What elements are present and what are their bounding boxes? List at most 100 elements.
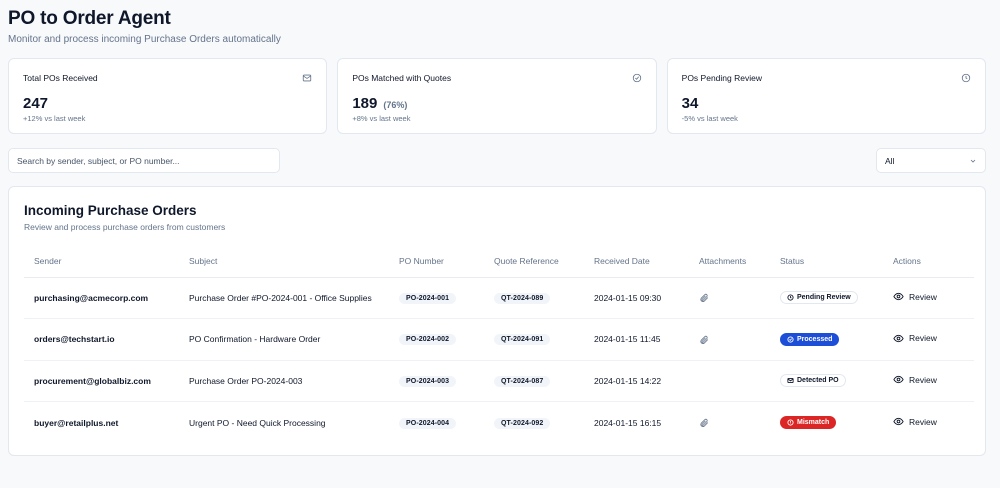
attachments-cell — [689, 402, 770, 444]
clock-icon — [787, 294, 794, 301]
paperclip-icon[interactable] — [699, 418, 709, 428]
po-number-chip: PO-2024-004 — [399, 417, 457, 429]
subject-cell: Purchase Order #PO-2024-001 - Office Sup… — [179, 277, 389, 319]
quote-reference-cell: QT-2024-089 — [484, 277, 584, 319]
clock-icon — [961, 73, 971, 83]
review-button[interactable]: Review — [893, 374, 937, 385]
status-label: Mismatch — [797, 419, 830, 426]
panel-subtitle: Review and process purchase orders from … — [24, 222, 226, 232]
status-cell: Detected PO — [770, 360, 883, 402]
panel-title: Incoming Purchase Orders — [24, 203, 197, 218]
status-label: Pending Review — [797, 294, 851, 302]
page-title: PO to Order Agent — [8, 8, 171, 29]
subject-cell: Urgent PO - Need Quick Processing — [189, 417, 326, 428]
status-filter-select[interactable]: All — [876, 148, 986, 173]
check-circle-icon — [787, 336, 794, 343]
column-header-subject: Subject — [179, 245, 389, 278]
eye-icon — [893, 334, 904, 342]
status-badge: Pending Review — [780, 291, 858, 305]
stat-trend: +8% vs last week — [352, 114, 411, 123]
purchase-orders-panel: Incoming Purchase Orders Review and proc… — [8, 186, 986, 456]
sender-cell: buyer@retailplus.net — [34, 417, 119, 428]
column-header-attachments: Attachments — [689, 245, 770, 278]
status-label: Detected PO — [797, 377, 839, 385]
stat-label: POs Matched with Quotes — [352, 73, 452, 83]
eye-icon — [893, 293, 904, 301]
column-header-actions: Actions — [883, 245, 974, 278]
review-label: Review — [909, 333, 937, 344]
po-number-chip: PO-2024-001 — [399, 292, 457, 304]
search-input[interactable] — [8, 148, 280, 173]
status-badge: Detected PO — [780, 374, 846, 388]
column-header-received-date: Received Date — [584, 245, 689, 278]
purchase-orders-table: Sender Subject PO Number Quote Reference… — [24, 245, 974, 443]
stat-card-pending: POs Pending Review 34 -5% vs last week — [666, 58, 986, 134]
attachments-cell — [689, 277, 770, 319]
eye-icon — [893, 376, 904, 384]
sender-cell: procurement@globalbiz.com — [24, 360, 179, 402]
quote-reference-chip: QT-2024-091 — [494, 334, 551, 346]
actions-cell: Review — [883, 277, 974, 319]
column-header-quote-reference: Quote Reference — [484, 245, 584, 278]
status-cell: Mismatch — [770, 402, 883, 444]
table-header-row: Sender Subject PO Number Quote Reference… — [24, 245, 974, 278]
paperclip-icon[interactable] — [699, 335, 709, 345]
po-number-cell: PO-2024-004 — [389, 402, 484, 444]
review-button[interactable]: Review — [893, 291, 937, 302]
actions-cell: Review — [883, 402, 974, 444]
status-cell: Pending Review — [770, 277, 883, 319]
po-number-chip: PO-2024-003 — [399, 375, 457, 387]
review-label: Review — [909, 291, 937, 302]
stat-card-total: Total POs Received 247 +12% vs last week — [8, 58, 328, 134]
eye-icon — [893, 417, 904, 426]
stat-card-matched: POs Matched with Quotes 189 (76%) +8% vs… — [337, 58, 657, 134]
received-date-cell: 2024-01-15 11:45 — [584, 318, 689, 361]
status-badge: Mismatch — [780, 416, 837, 429]
table-row: procurement@globalbiz.com Purchase Order… — [24, 360, 974, 402]
status-badge: Processed — [780, 332, 840, 346]
quote-reference-chip: QT-2024-087 — [494, 375, 551, 387]
table-row: purchasing@acmecorp.com Purchase Order #… — [24, 277, 974, 319]
page-subtitle: Monitor and process incoming Purchase Or… — [8, 34, 281, 45]
page-header: PO to Order Agent Monitor and process in… — [8, 8, 281, 45]
review-label: Review — [909, 416, 937, 427]
po-number-cell: PO-2024-003 — [389, 360, 484, 402]
stat-trend: -5% vs last week — [681, 114, 738, 123]
received-date-cell: 2024-01-15 14:22 — [584, 360, 689, 402]
review-button[interactable]: Review — [893, 416, 937, 427]
subject-cell: Purchase Order PO-2024-003 — [179, 360, 389, 402]
received-date-cell: 2024-01-15 16:15 — [594, 417, 662, 428]
status-label: Processed — [797, 335, 833, 343]
alert-circle-icon — [787, 419, 794, 426]
quote-reference-chip: QT-2024-089 — [494, 292, 551, 304]
actions-cell: Review — [883, 318, 974, 361]
column-header-sender: Sender — [24, 245, 179, 278]
status-cell: Processed — [770, 318, 883, 361]
subject-cell: PO Confirmation - Hardware Order — [179, 318, 389, 361]
po-number-cell: PO-2024-001 — [389, 277, 484, 319]
po-number-chip: PO-2024-002 — [399, 334, 457, 346]
received-date-cell: 2024-01-15 09:30 — [584, 277, 689, 319]
column-header-po-number: PO Number — [389, 245, 484, 278]
attachments-cell — [689, 318, 770, 361]
stat-trend: +12% vs last week — [23, 114, 86, 123]
quote-reference-cell: QT-2024-091 — [484, 318, 584, 361]
sender-cell: orders@techstart.io — [24, 318, 179, 361]
actions-cell: Review — [883, 360, 974, 402]
stat-value: 189 — [352, 95, 378, 112]
stat-label: POs Pending Review — [681, 73, 762, 83]
stat-value: 247 — [23, 95, 49, 112]
table-row: orders@techstart.io PO Confirmation - Ha… — [24, 318, 974, 361]
stats-row: Total POs Received 247 +12% vs last week… — [8, 58, 986, 134]
review-button[interactable]: Review — [893, 333, 937, 344]
mail-icon — [303, 74, 312, 82]
po-number-cell: PO-2024-002 — [389, 318, 484, 361]
paperclip-icon[interactable] — [699, 293, 709, 303]
filter-value: All — [885, 155, 895, 166]
stat-value: 34 — [681, 95, 699, 112]
stat-label: Total POs Received — [23, 73, 98, 83]
attachments-cell — [689, 360, 770, 402]
review-label: Review — [909, 374, 937, 385]
stat-percentage: (76%) — [383, 100, 408, 110]
quote-reference-cell: QT-2024-087 — [484, 360, 584, 402]
